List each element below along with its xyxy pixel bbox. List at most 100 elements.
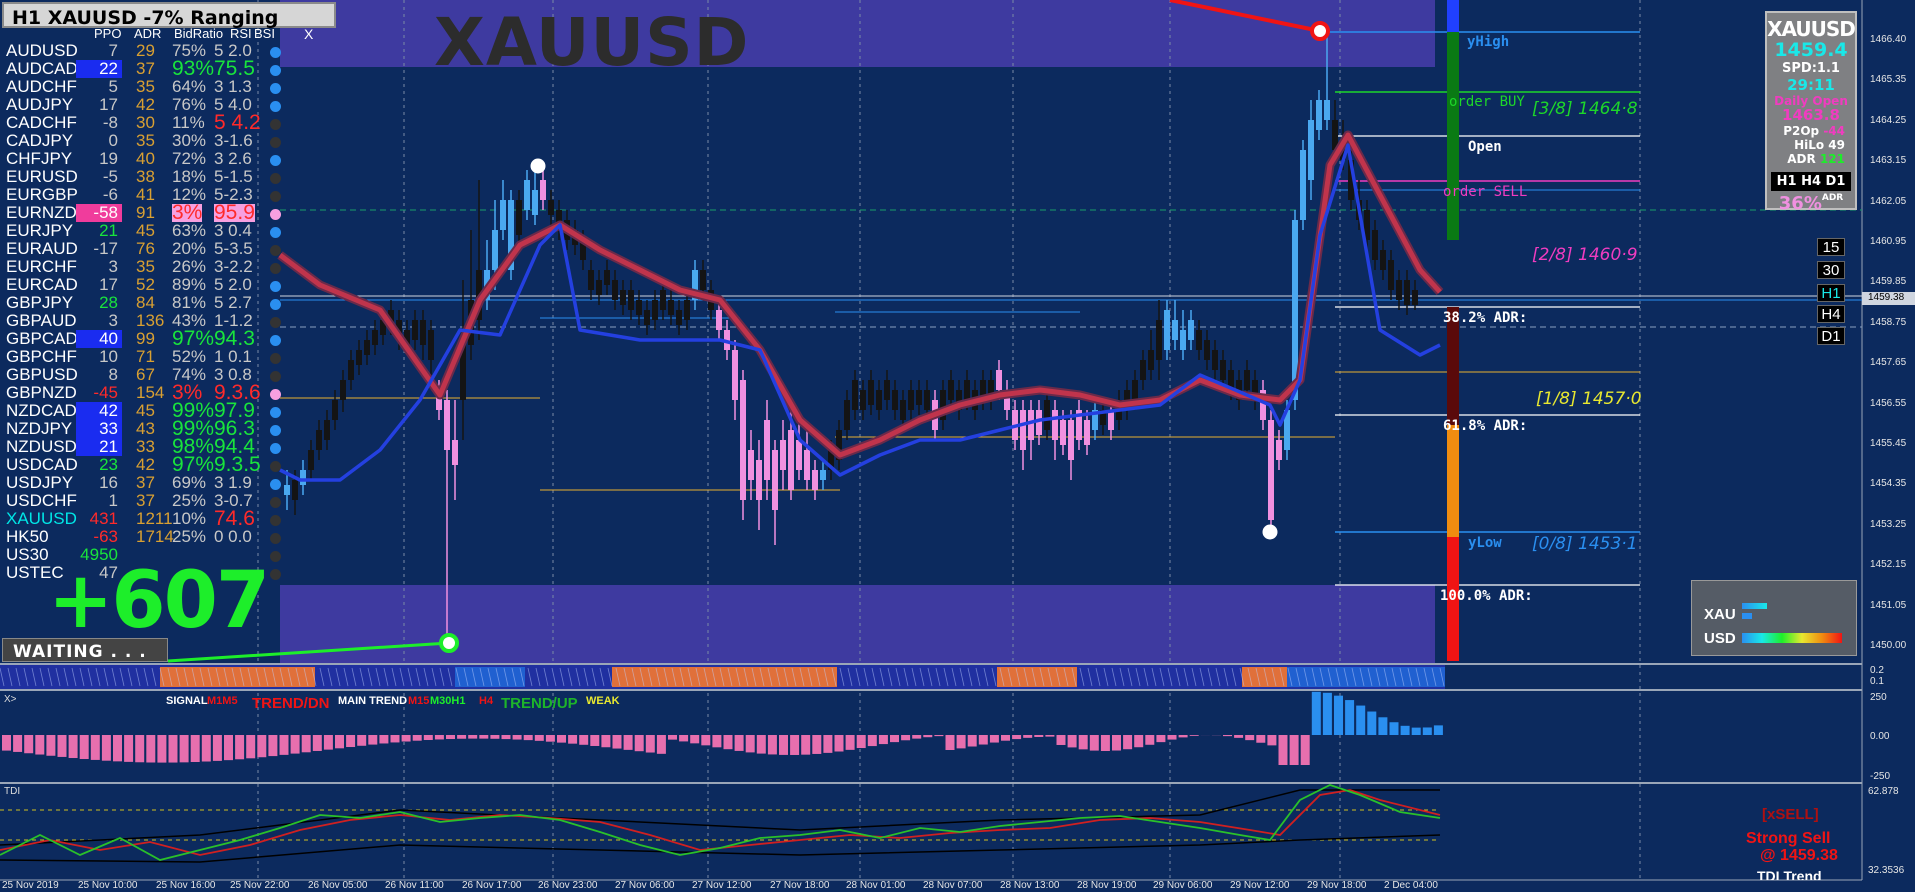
candle-body [324, 420, 330, 440]
histogram-bar [1256, 735, 1266, 743]
pair-row[interactable]: USDJPY 16 37 69% 3 1.9 [6, 474, 282, 492]
pair-name: GBPAUD [6, 311, 77, 330]
candle-body [828, 450, 834, 470]
pair-ppo: -6 [102, 185, 118, 204]
pair-row[interactable]: EURGBP -6 41 12% 5-2.3 [6, 186, 282, 204]
pair-rsi: 94.3 [214, 327, 255, 350]
pair-row[interactable]: GBPCHF 10 71 52% 1 0.1 [6, 348, 282, 366]
signal-hatch [447, 667, 453, 687]
candle-body [804, 450, 810, 480]
time-tick: 25 Nov 10:00 [78, 880, 138, 891]
tf-button-30[interactable]: 30 [1817, 261, 1845, 279]
pair-row[interactable]: GBPAUD 3 136 43% 1-1.2 [6, 312, 282, 330]
tf-button-h4[interactable]: H4 [1817, 305, 1845, 323]
signal-hatch [479, 667, 485, 687]
candle-body [500, 200, 506, 230]
pair-row[interactable]: GBPCAD 40 99 97% 94.3 [6, 327, 282, 350]
pairs-table[interactable]: PPO ADR BidRatio RSI BSI X AUDUSD 7 29 75% 5… [6, 26, 313, 582]
signal-hatch [383, 667, 389, 687]
pair-row[interactable]: US30 4950 [6, 546, 282, 564]
pair-adr: 136 [136, 311, 165, 330]
tf-button-15[interactable]: 15 [1817, 238, 1845, 256]
pair-row[interactable]: CADCHF -8 30 11% 5 4.2 [6, 112, 282, 133]
histogram-bar [1234, 735, 1244, 738]
info-tf-buttons[interactable]: H1 H4 D1 [1771, 172, 1851, 191]
candle-body [1172, 320, 1178, 340]
pair-row[interactable]: CHFJPY 19 40 72% 3 2.6 [6, 150, 282, 168]
level-order-buy: order BUY [1449, 94, 1525, 110]
histogram-bar [989, 735, 999, 743]
signal-hatch [991, 667, 997, 687]
tdi-rsi-line [0, 784, 1441, 861]
histogram-bar [1034, 735, 1044, 737]
signal-hatch [1215, 667, 1221, 687]
pair-name: CADCHF [6, 113, 77, 132]
pair-status-dot-icon [270, 317, 281, 328]
histogram-bar [13, 735, 23, 752]
candle-body [1324, 100, 1330, 120]
candle-body [556, 210, 562, 230]
histogram-bar [168, 735, 178, 763]
level-ylow: yLow [1468, 535, 1502, 551]
signal-hatch [1207, 667, 1213, 687]
pair-row[interactable]: AUDJPY 17 42 76% 5 4.0 [6, 96, 282, 114]
pair-row[interactable]: AUDCHF 5 35 64% 3 1.3 [6, 78, 282, 96]
candle-body [1140, 360, 1146, 380]
header-adr: ADR [134, 26, 162, 41]
main-trend-label: MAIN TREND [338, 695, 408, 707]
histogram-bar [712, 735, 722, 748]
pair-row[interactable]: EURNZD -58 91 3% 95.9 [6, 202, 282, 223]
pair-row[interactable]: HK50 -63 1714 25% 0 0.0 [6, 528, 282, 546]
pair-row[interactable]: EURJPY 21 45 63% 3 0.4 [6, 222, 282, 240]
pair-row[interactable]: NZDUSD 21 33 98% 94.4 [6, 436, 282, 457]
pair-row[interactable]: CADJPY 0 35 30% 3-1.6 [6, 132, 282, 150]
tdi-trend-label: TDI Trend [1757, 868, 1822, 880]
pair-row[interactable]: NZDJPY 33 43 99% 96.3 [6, 418, 282, 439]
signal-hatch [327, 667, 333, 687]
pair-row[interactable]: EURUSD -5 38 18% 5-1.5 [6, 168, 282, 186]
pair-ppo: 42 [76, 402, 122, 420]
pair-row[interactable]: GBPUSD 8 67 74% 3 0.8 [6, 366, 282, 384]
signal-hatch [999, 667, 1005, 687]
histogram-bar [923, 735, 933, 738]
tf-button-h1[interactable]: H1 [1817, 284, 1845, 302]
pair-ppo: 4950 [80, 545, 118, 564]
pair-row[interactable]: EURCAD 17 52 89% 5 2.0 [6, 276, 282, 294]
pair-row[interactable]: USTEC 47 [6, 564, 282, 582]
tf-button-d1[interactable]: D1 [1817, 327, 1845, 345]
pair-row[interactable]: NZDCAD 42 45 99% 97.9 [6, 400, 282, 421]
header-bsi: BSI [254, 26, 275, 41]
histogram-bar [290, 735, 300, 754]
signal-hatch [47, 667, 53, 687]
histogram-bar [790, 735, 800, 755]
pair-rsi: 3-2.2 [214, 257, 253, 276]
pair-row[interactable]: GBPNZD -45 154 3% 9.3.6 [6, 382, 282, 403]
pair-row[interactable]: USDCHF 1 37 25% 3-0.7 [6, 492, 282, 510]
pair-ppo: 47 [99, 563, 118, 582]
candle-body [460, 340, 466, 400]
histogram-bar [601, 735, 611, 748]
close-icon[interactable]: X [304, 26, 314, 42]
pair-name: CADJPY [6, 131, 74, 150]
signal-hatch [247, 667, 253, 687]
pair-ppo: 17 [99, 275, 118, 294]
pair-name: USDCAD [6, 455, 78, 474]
pair-row[interactable]: XAUUSD 431 1211 10% 74.6 [6, 508, 282, 529]
pair-row[interactable]: EURCHF 3 35 26% 3-2.2 [6, 258, 282, 276]
histogram-bar [1023, 735, 1033, 738]
histogram-bar [1145, 735, 1155, 745]
pair-row[interactable]: AUDCAD 22 37 93% 75.5 [6, 58, 282, 79]
pair-row[interactable]: GBPJPY 28 84 81% 5 2.7 [6, 294, 282, 312]
pair-ppo: 5 [108, 77, 118, 96]
price-tick: 1465.35 [1870, 74, 1907, 86]
pair-row[interactable]: AUDUSD 7 29 75% 5 2.0 [6, 42, 282, 60]
pair-adr: 67 [136, 365, 155, 384]
candle-body [1212, 350, 1218, 370]
candle-body [316, 430, 322, 450]
pair-row[interactable]: USDCAD 23 42 97% 9.3.5 [6, 454, 282, 475]
low-marker [439, 633, 459, 653]
price-tick: 1464.25 [1870, 114, 1907, 126]
pair-row[interactable]: EURAUD -17 76 20% 5-3.5 [6, 240, 282, 258]
candle-body [780, 440, 786, 470]
